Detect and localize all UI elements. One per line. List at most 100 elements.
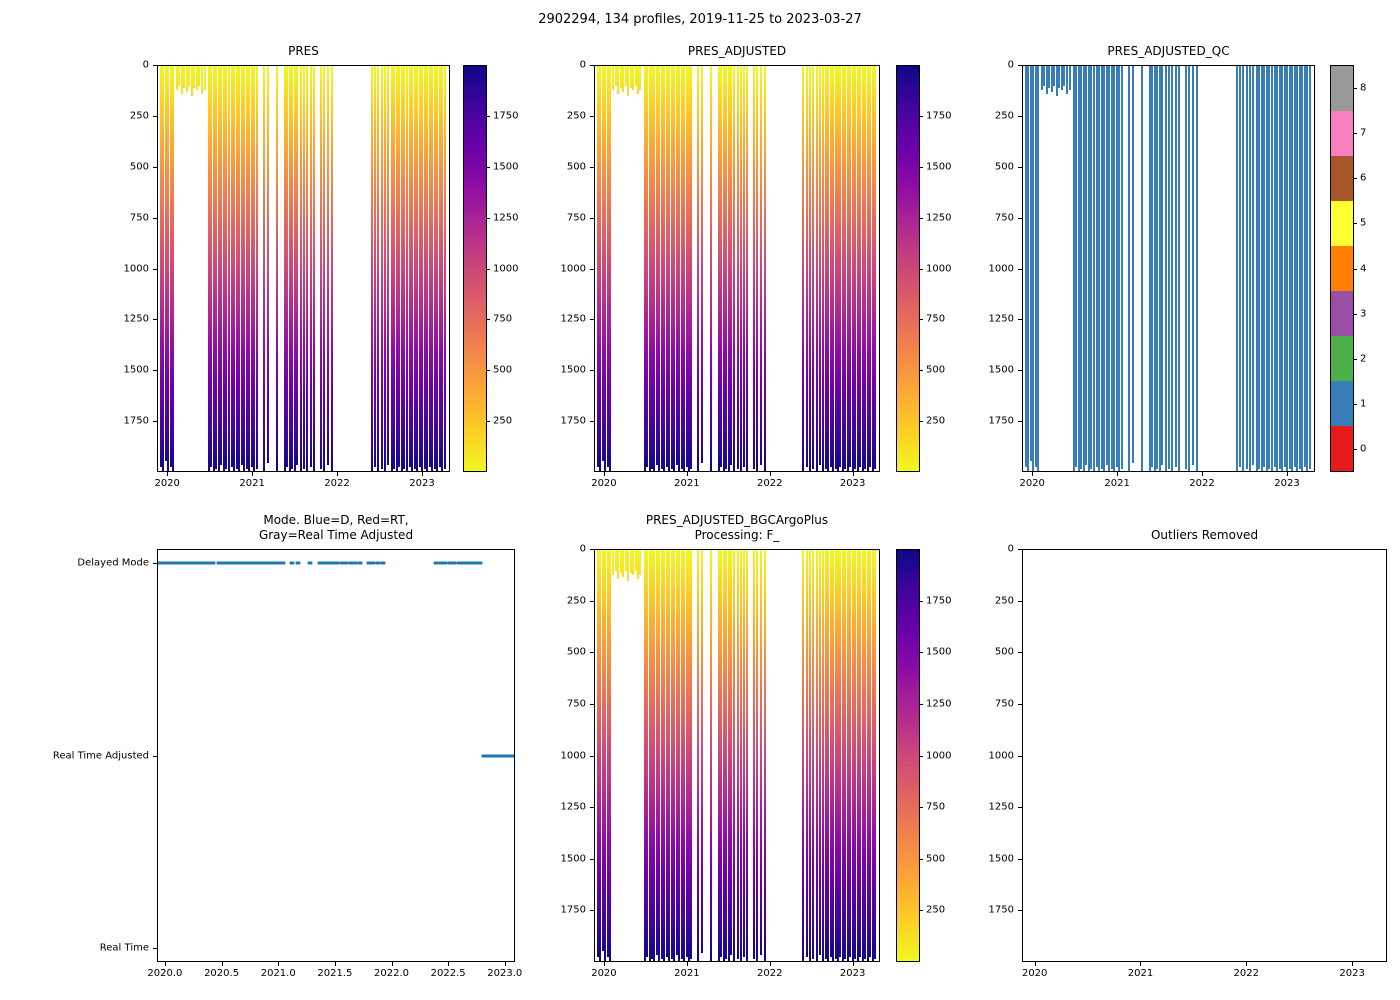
y-tick-mark: [590, 319, 594, 321]
profile-stripe-gradient: [809, 66, 812, 471]
profile-stripe-gradient: [636, 66, 639, 95]
profile-stripe-gradient: [668, 550, 671, 961]
profile-stripe-gradient: [727, 550, 730, 961]
profile-stripe: [725, 66, 728, 469]
profile-stripe: [1085, 66, 1088, 465]
profile-stripe: [827, 66, 830, 471]
y-tick-label: 0: [579, 59, 586, 71]
profile-stripe-gradient: [230, 66, 233, 467]
profile-stripe: [1178, 66, 1181, 471]
profile-stripe: [403, 66, 406, 469]
profile-stripe: [286, 66, 289, 467]
profile-stripe: [646, 550, 649, 957]
profile-stripe: [384, 66, 387, 471]
profile-stripe-gradient: [313, 66, 316, 471]
mode-marker: [352, 561, 358, 565]
profile-stripe: [164, 66, 167, 461]
profile-stripe: [1115, 66, 1118, 467]
profile-stripe: [195, 66, 198, 91]
profile-stripe: [180, 66, 183, 95]
profile-stripe: [736, 66, 739, 469]
profile-stripe-gradient: [433, 66, 436, 469]
profile-stripe: [733, 66, 736, 471]
profile-stripe: [1040, 66, 1043, 91]
mode-marker: [370, 561, 376, 565]
profile-stripe: [646, 66, 649, 467]
y-tick-label: 1750: [988, 904, 1014, 916]
profile-stripe-gradient: [198, 66, 201, 87]
profile-stripe-gradient: [685, 550, 688, 957]
profile-stripe: [1191, 66, 1194, 465]
profile-stripe: [720, 550, 723, 957]
profile-stripe: [619, 550, 622, 573]
profile-stripe: [739, 66, 742, 471]
profile-stripe-gradient: [670, 66, 673, 469]
profile-stripe: [1032, 66, 1035, 471]
mode-marker: [357, 561, 363, 565]
profile-stripe-gradient: [822, 550, 825, 961]
colorbar-tick-label: 1000: [493, 263, 519, 274]
mode-marker: [438, 561, 444, 565]
profile-stripe: [854, 550, 857, 959]
profile-stripe: [690, 550, 693, 959]
profile-stripe: [433, 66, 436, 469]
profile-stripe-gradient: [309, 66, 312, 467]
profile-stripe: [673, 550, 676, 961]
mode-marker: [270, 561, 276, 565]
y-tick-mark: [590, 115, 594, 117]
profile-stripe-gradient: [869, 66, 872, 467]
profile-stripe-gradient: [675, 550, 678, 955]
profile-stripe-gradient: [658, 550, 661, 961]
profile-stripe-gradient: [812, 550, 815, 959]
colorbar-tick-mark: [920, 166, 923, 168]
profile-stripe-gradient: [841, 550, 844, 961]
profile-stripe-gradient: [864, 66, 867, 469]
profile-stripe: [1043, 66, 1046, 87]
profile-stripe: [225, 66, 228, 469]
profile-stripe: [617, 66, 620, 95]
colorbar-tick-label: 1000: [926, 263, 952, 274]
profile-stripe-gradient: [824, 66, 827, 469]
profile-stripe: [1281, 66, 1284, 471]
profile-stripe: [1027, 66, 1030, 471]
profile-stripe-gradient: [832, 550, 835, 961]
profile-stripe: [839, 66, 842, 467]
profile-stripe: [599, 550, 602, 961]
profile-stripe-gradient: [180, 66, 183, 95]
x-tick-mark: [278, 962, 280, 966]
profile-stripe: [1110, 66, 1113, 469]
mode-marker: [277, 561, 283, 565]
y-tick-mark: [590, 755, 594, 757]
profile-stripe-gradient: [395, 66, 398, 471]
mode-marker: [203, 561, 209, 565]
profile-stripe-gradient: [416, 66, 419, 471]
colorbar-tick-label: 1750: [493, 110, 519, 122]
profile-stripe: [818, 550, 821, 955]
y-tick-mark: [1018, 421, 1022, 423]
profile-stripe-gradient: [604, 550, 607, 961]
profile-stripe: [309, 66, 312, 467]
subplot-pres-title: PRES: [288, 44, 319, 58]
profile-stripe-gradient: [688, 66, 691, 471]
profile-stripe-gradient: [722, 66, 725, 471]
profile-stripe-gradient: [398, 66, 401, 467]
mode-marker: [477, 561, 483, 565]
x-tick-mark: [252, 472, 254, 476]
profile-stripe: [634, 66, 637, 87]
profile-stripe-gradient: [743, 66, 746, 467]
x-tick-label: 2023: [1274, 478, 1300, 489]
profile-stripe: [1184, 66, 1187, 469]
profile-stripe: [162, 66, 165, 471]
profile-stripe-gradient: [428, 66, 431, 467]
profile-stripe: [1235, 66, 1238, 471]
colorbar-tick-mark: [1354, 268, 1357, 270]
profile-stripe: [411, 66, 414, 471]
profile-stripe: [1242, 66, 1245, 471]
profile-stripe-gradient: [203, 66, 206, 91]
y-tick-label: Delayed Mode: [77, 557, 149, 568]
y-tick-mark: [590, 703, 594, 705]
profile-stripe-gradient: [601, 66, 604, 461]
profile-stripe: [736, 550, 739, 959]
mode-marker: [239, 561, 245, 565]
x-tick-label: 2022.0: [374, 968, 409, 979]
